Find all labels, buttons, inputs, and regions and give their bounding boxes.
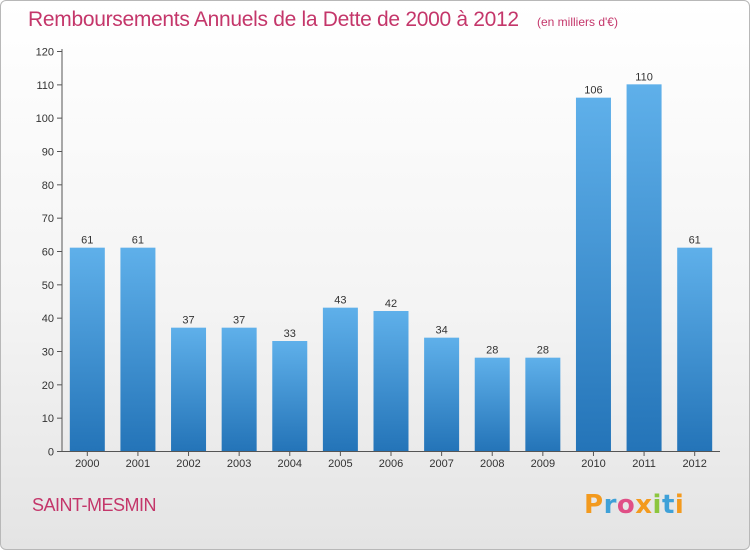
x-tick-label: 2002 xyxy=(176,458,200,470)
y-tick-label: 90 xyxy=(42,147,54,159)
logo-letter: P xyxy=(584,490,604,520)
y-tick-label: 10 xyxy=(42,413,54,425)
bar-2003 xyxy=(221,327,257,451)
x-tick-label: 2007 xyxy=(429,458,453,470)
bar-2012 xyxy=(677,247,713,451)
x-tick-label: 2004 xyxy=(278,458,302,470)
x-tick-label: 2009 xyxy=(531,458,555,470)
bar-2005 xyxy=(322,307,358,451)
y-tick-label: 60 xyxy=(42,247,54,259)
y-tick-label: 70 xyxy=(42,213,54,225)
data-label-2009: 28 xyxy=(537,345,549,357)
y-tick-label: 110 xyxy=(36,80,54,92)
x-tick-label: 2010 xyxy=(581,458,605,470)
bar-2007 xyxy=(424,337,460,451)
bar-2011 xyxy=(626,84,662,451)
bar-2001 xyxy=(120,247,156,451)
data-label-2005: 43 xyxy=(334,295,346,307)
bar-2002 xyxy=(171,327,207,451)
logo-letter: i xyxy=(652,490,662,520)
y-tick-label: 30 xyxy=(42,347,54,359)
data-label-2006: 42 xyxy=(385,298,397,310)
data-label-2008: 28 xyxy=(486,345,498,357)
bar-2000 xyxy=(69,247,105,451)
logo-letter: i xyxy=(674,490,685,520)
commune-name: SAINT-MESMIN xyxy=(32,495,157,515)
chart-subtitle: (en milliers d'€) xyxy=(537,15,618,29)
logo-letter: r xyxy=(603,490,617,520)
bar-2010 xyxy=(575,97,611,452)
y-tick-label: 20 xyxy=(42,380,54,392)
bar-2009 xyxy=(525,357,561,451)
chart-title: Remboursements Annuels de la Dette de 20… xyxy=(28,8,519,31)
data-label-2010: 106 xyxy=(584,85,602,97)
x-tick-label: 2008 xyxy=(480,458,504,470)
logo-letter: o xyxy=(616,490,636,520)
data-label-2001: 61 xyxy=(132,235,144,247)
x-tick-label: 2001 xyxy=(126,458,150,470)
bar-2004 xyxy=(272,341,308,451)
bar-2008 xyxy=(474,357,510,451)
data-label-2004: 33 xyxy=(284,328,296,340)
data-label-2007: 34 xyxy=(435,325,447,337)
y-tick-label: 0 xyxy=(48,447,54,459)
logo-letter: x xyxy=(635,490,653,520)
data-label-2011: 110 xyxy=(635,71,653,83)
y-tick-label: 40 xyxy=(42,313,54,325)
data-label-2002: 37 xyxy=(182,315,194,327)
bar-2006 xyxy=(373,311,409,451)
x-tick-label: 2005 xyxy=(328,458,352,470)
data-label-2012: 61 xyxy=(689,235,701,247)
y-tick-label: 100 xyxy=(36,113,54,125)
x-tick-label: 2012 xyxy=(682,458,706,470)
x-tick-label: 2003 xyxy=(227,458,251,470)
y-tick-label: 80 xyxy=(42,180,54,192)
data-label-2003: 37 xyxy=(233,315,245,327)
proxiti-logo: Proxiti xyxy=(584,490,684,520)
x-tick-label: 2000 xyxy=(75,458,99,470)
logo-letter: t xyxy=(661,490,675,520)
y-tick-label: 50 xyxy=(42,280,54,292)
y-tick-label: 120 xyxy=(36,47,54,59)
x-tick-label: 2006 xyxy=(379,458,403,470)
x-tick-label: 2011 xyxy=(632,458,656,470)
data-label-2000: 61 xyxy=(81,235,93,247)
